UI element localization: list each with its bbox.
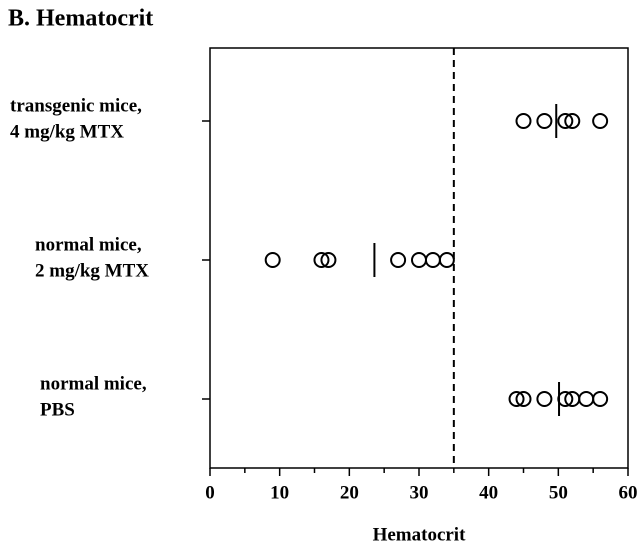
chart-title: B. Hematocrit bbox=[8, 6, 153, 32]
x-tick-label: 50 bbox=[549, 482, 568, 503]
y-tick-label: normal mice, bbox=[35, 234, 142, 255]
data-point bbox=[515, 113, 532, 129]
data-point bbox=[557, 113, 574, 129]
y-tick-label: transgenic mice, bbox=[10, 95, 142, 116]
x-tick-label: 30 bbox=[410, 482, 429, 503]
data-point bbox=[536, 391, 553, 407]
y-tick-label: normal mice, bbox=[40, 373, 147, 394]
data-point bbox=[508, 391, 525, 407]
data-point bbox=[313, 252, 330, 268]
data-point bbox=[536, 113, 553, 129]
x-tick-label: 60 bbox=[619, 482, 638, 503]
data-point bbox=[515, 391, 532, 407]
data-point bbox=[264, 252, 281, 268]
y-tick-label: 4 mg/kg MTX bbox=[10, 121, 124, 142]
data-point bbox=[424, 252, 441, 268]
data-point bbox=[592, 391, 609, 407]
x-axis-label: Hematocrit bbox=[373, 524, 467, 545]
y-tick-label: PBS bbox=[40, 399, 75, 420]
x-tick-label: 40 bbox=[479, 482, 498, 503]
data-point bbox=[592, 113, 609, 129]
x-tick-label: 0 bbox=[205, 482, 215, 503]
data-point bbox=[320, 252, 337, 268]
data-point bbox=[564, 113, 581, 129]
data-point bbox=[390, 252, 407, 268]
data-point bbox=[578, 391, 595, 407]
x-tick-label: 10 bbox=[270, 482, 289, 503]
data-point bbox=[438, 252, 455, 268]
x-tick-label: 20 bbox=[340, 482, 359, 503]
y-tick-label: 2 mg/kg MTX bbox=[35, 260, 149, 281]
data-point bbox=[411, 252, 427, 268]
